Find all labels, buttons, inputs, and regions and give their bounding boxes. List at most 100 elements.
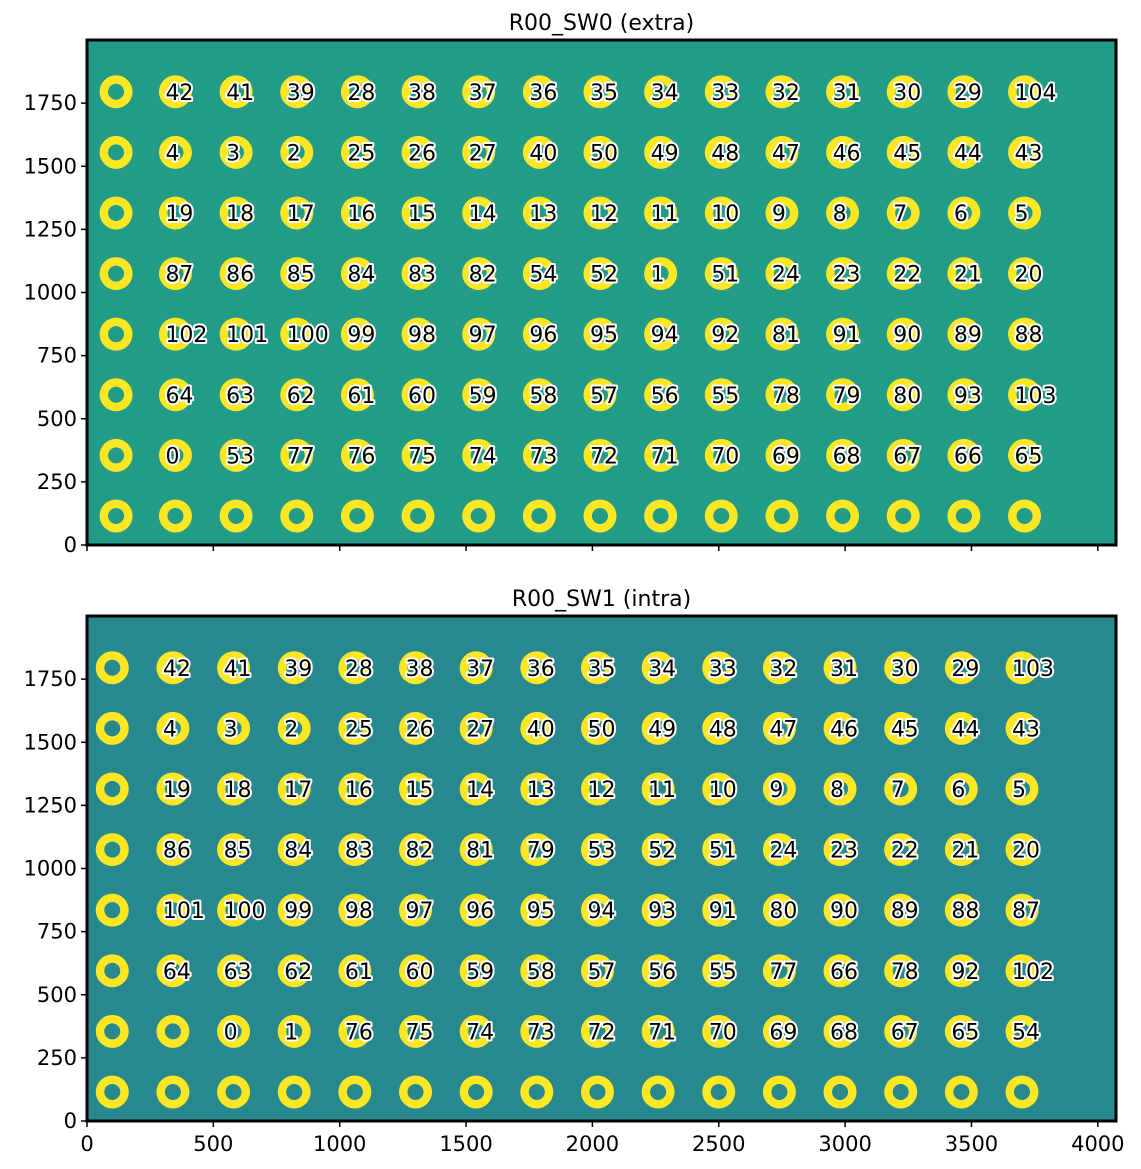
donut-hole — [104, 1083, 121, 1100]
donut-id-label: 62 — [287, 384, 315, 409]
donut-hole — [710, 780, 727, 797]
donut-hole — [773, 326, 790, 343]
donut-hole — [832, 720, 849, 737]
donut-hole — [955, 326, 972, 343]
donut-id-label: 90 — [893, 323, 921, 348]
donut-hole — [1016, 144, 1033, 161]
donut-id-label: 87 — [1012, 899, 1040, 924]
x-tick-label: 2000 — [566, 1132, 619, 1156]
donut-hole — [591, 447, 608, 464]
donut-hole — [710, 1023, 727, 1040]
donut-hole — [589, 962, 606, 979]
donut-id-label: 32 — [772, 81, 800, 106]
donut-id-label: 16 — [347, 202, 375, 227]
donut-id-label: 52 — [590, 263, 618, 288]
y-tick-label: 250 — [37, 470, 77, 494]
donut-id-label: 23 — [830, 839, 858, 864]
donut-id-label: 79 — [833, 384, 861, 409]
donut-id-label: 25 — [345, 717, 373, 742]
x-tick-label: 500 — [193, 1132, 233, 1156]
donut-hole — [1013, 780, 1030, 797]
donut-id-label: 83 — [408, 263, 436, 288]
donut-id-label: 6 — [954, 202, 968, 227]
donut-id-label: 33 — [709, 657, 737, 682]
donut-hole — [225, 1083, 242, 1100]
donut-hole — [288, 326, 305, 343]
donut-hole — [164, 962, 181, 979]
donut-hole — [286, 780, 303, 797]
donut-id-label: 65 — [951, 1020, 979, 1045]
donut-hole — [410, 507, 427, 524]
donut-hole — [407, 841, 424, 858]
donut-id-label: 84 — [284, 839, 312, 864]
donut-hole — [167, 326, 184, 343]
donut-hole — [591, 507, 608, 524]
donut-hole — [225, 659, 242, 676]
donut-hole — [834, 83, 851, 100]
donut-hole — [531, 83, 548, 100]
x-tick-label: 3000 — [818, 1132, 871, 1156]
donut-id-label: 67 — [891, 1020, 919, 1045]
donut-hole — [1013, 720, 1030, 737]
donut-hole — [771, 841, 788, 858]
donut-id-label: 35 — [590, 81, 618, 106]
y-tick-label: 1750 — [24, 91, 77, 115]
donut-id-label: 43 — [1012, 717, 1040, 742]
donut-id-label: 16 — [345, 778, 373, 803]
donut-hole — [288, 83, 305, 100]
donut-hole — [346, 902, 363, 919]
donut-id-label: 81 — [466, 839, 494, 864]
donut-id-label: 102 — [1012, 960, 1054, 985]
donut-id-label: 3 — [226, 141, 240, 166]
donut-hole — [589, 720, 606, 737]
donut-id-label: 49 — [651, 141, 679, 166]
donut-hole — [953, 659, 970, 676]
donut-hole — [834, 144, 851, 161]
donut-id-label: 8 — [830, 778, 844, 803]
donut-id-label: 22 — [891, 839, 919, 864]
donut-hole — [164, 841, 181, 858]
donut-hole — [288, 265, 305, 282]
donut-id-label: 42 — [163, 657, 191, 682]
donut-hole — [225, 1023, 242, 1040]
donut-id-label: 41 — [226, 81, 254, 106]
donut-hole — [895, 144, 912, 161]
donut-hole — [650, 1083, 667, 1100]
donut-hole — [955, 265, 972, 282]
donut-hole — [710, 720, 727, 737]
donut-hole — [164, 1023, 181, 1040]
donut-hole — [771, 902, 788, 919]
donut-hole — [953, 902, 970, 919]
donut-hole — [108, 447, 125, 464]
donut-id-label: 31 — [833, 81, 861, 106]
donut-hole — [1016, 326, 1033, 343]
donut-id-label: 34 — [648, 657, 676, 682]
donut-hole — [228, 204, 245, 221]
donut-id-label: 56 — [648, 960, 676, 985]
donut-hole — [470, 507, 487, 524]
donut-hole — [470, 386, 487, 403]
y-tick-label: 250 — [37, 1046, 77, 1070]
donut-hole — [650, 1023, 667, 1040]
donut-hole — [589, 902, 606, 919]
donut-hole — [773, 204, 790, 221]
donut-hole — [652, 265, 669, 282]
donut-id-label: 61 — [347, 384, 375, 409]
donut-hole — [953, 720, 970, 737]
donut-hole — [288, 507, 305, 524]
donut-hole — [650, 659, 667, 676]
donut-id-label: 99 — [284, 899, 312, 924]
donut-hole — [346, 1083, 363, 1100]
donut-hole — [346, 720, 363, 737]
donut-id-label: 9 — [769, 778, 783, 803]
donut-hole — [834, 204, 851, 221]
donut-hole — [528, 720, 545, 737]
donut-hole — [832, 902, 849, 919]
donut-id-label: 29 — [951, 657, 979, 682]
donut-hole — [713, 144, 730, 161]
donut-hole — [346, 1023, 363, 1040]
donut-hole — [286, 841, 303, 858]
donut-hole — [1013, 1023, 1030, 1040]
donut-id-label: 88 — [1015, 323, 1043, 348]
donut-id-label: 18 — [224, 778, 252, 803]
